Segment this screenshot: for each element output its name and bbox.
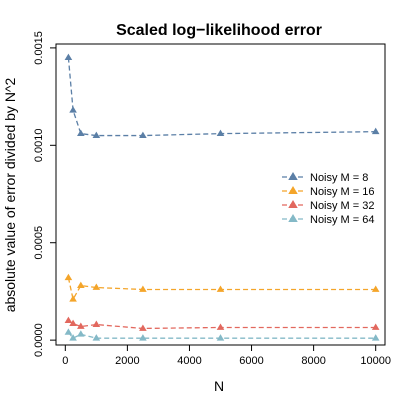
data-point xyxy=(139,324,147,331)
data-point xyxy=(92,334,101,341)
legend-marker xyxy=(288,172,298,180)
legend-label: Noisy M = 8 xyxy=(310,172,368,184)
data-point xyxy=(371,285,380,292)
data-point xyxy=(77,281,85,288)
data-point xyxy=(77,330,85,337)
data-point xyxy=(139,334,147,341)
legend-item: Noisy M = 32 xyxy=(282,200,375,212)
data-point xyxy=(216,129,225,137)
series xyxy=(64,328,380,341)
data-point xyxy=(64,316,73,324)
x-tick-label: 4000 xyxy=(177,355,201,367)
legend-item: Noisy M = 8 xyxy=(282,172,368,184)
data-point xyxy=(216,323,225,330)
series-layer xyxy=(64,53,380,341)
data-point xyxy=(92,283,101,290)
y-tick-label: 0.0000 xyxy=(33,323,45,357)
data-point xyxy=(371,127,380,135)
data-point xyxy=(371,334,380,341)
data-point xyxy=(69,106,77,113)
x-tick-label: 6000 xyxy=(239,355,263,367)
y-tick-label: 0.0005 xyxy=(33,226,45,260)
data-point xyxy=(69,334,77,341)
data-point xyxy=(92,131,101,138)
data-point xyxy=(77,129,85,137)
legend: Noisy M = 8 Noisy M = 16 Noisy M = 32 Noisy… xyxy=(282,172,375,226)
legend-marker xyxy=(288,200,298,208)
legend-label: Noisy M = 32 xyxy=(310,200,375,212)
data-point xyxy=(64,53,73,61)
x-tick-label: 8000 xyxy=(301,355,325,367)
data-point xyxy=(69,295,77,302)
chart-title: Scaled log−likelihood error xyxy=(116,22,322,39)
series xyxy=(64,53,380,138)
x-axis: 0 2000 4000 6000 8000 10000 xyxy=(62,344,391,367)
legend-label: Noisy M = 64 xyxy=(310,214,375,226)
x-axis-label: N xyxy=(214,378,224,394)
x-tick-label: 2000 xyxy=(115,355,139,367)
y-tick-label: 0.0010 xyxy=(33,128,45,162)
data-point xyxy=(139,131,147,138)
legend-marker xyxy=(288,214,298,222)
y-axis: 0.0000 0.0005 0.0010 0.0015 xyxy=(33,31,57,357)
series xyxy=(64,316,380,331)
data-point xyxy=(69,319,77,326)
data-point xyxy=(64,328,73,335)
y-axis-label: absolute value of error divided by N^2 xyxy=(2,77,18,312)
x-tick-label: 10000 xyxy=(360,355,391,367)
legend-item: Noisy M = 64 xyxy=(282,214,375,226)
data-point xyxy=(64,273,73,281)
x-tick-label: 0 xyxy=(62,355,68,367)
y-tick-label: 0.0015 xyxy=(33,31,45,65)
series xyxy=(64,273,380,302)
data-point xyxy=(216,334,225,341)
legend-label: Noisy M = 16 xyxy=(310,186,375,198)
data-point xyxy=(92,320,101,327)
data-point xyxy=(216,285,225,292)
legend-item: Noisy M = 16 xyxy=(282,186,375,198)
data-point xyxy=(371,323,380,330)
legend-marker xyxy=(288,186,298,194)
data-point xyxy=(77,322,85,329)
data-point xyxy=(139,285,147,292)
series-line xyxy=(67,57,376,137)
